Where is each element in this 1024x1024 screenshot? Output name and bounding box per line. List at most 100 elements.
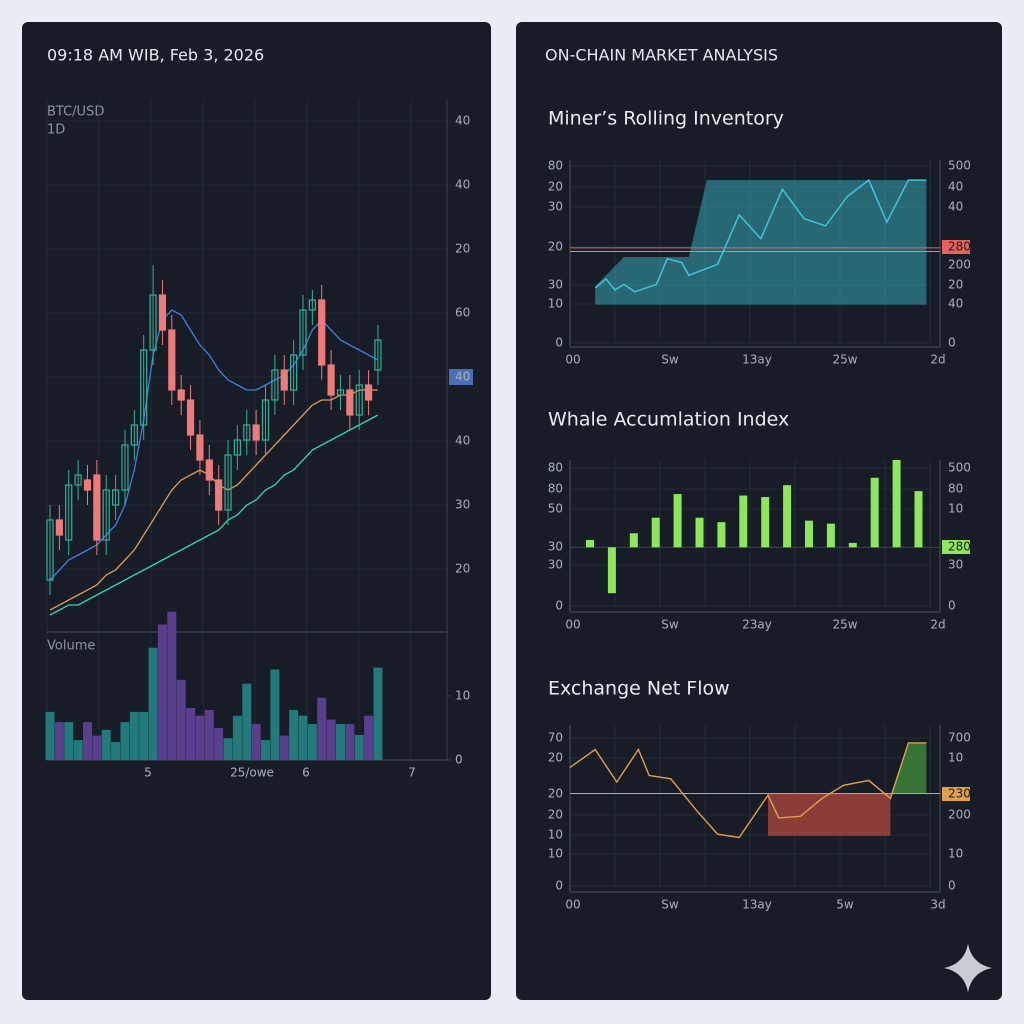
candle-body — [346, 389, 354, 416]
candle-body — [196, 434, 204, 461]
candle-body — [271, 369, 279, 401]
y-axis-label: 50 — [548, 502, 563, 516]
y-axis-label: 0 — [555, 599, 563, 613]
x-axis-label: 23ay — [742, 618, 772, 632]
y2-axis-label: 30 — [948, 558, 963, 572]
interval: 1D — [47, 123, 65, 138]
x-axis-label: Sw — [661, 898, 679, 912]
volume-bar — [64, 722, 74, 760]
y-axis-label: 0 — [555, 336, 563, 350]
bar — [892, 460, 901, 548]
y2-axis-label: 700 — [948, 731, 971, 745]
y2-axis-label: 280 — [948, 240, 971, 254]
bar — [673, 494, 682, 548]
y-axis-label: 30 — [548, 558, 563, 572]
y-axis-label: 30 — [455, 498, 470, 512]
y2-axis-label: 0 — [948, 879, 956, 893]
y-axis-label: 40 — [455, 178, 470, 192]
volume-tick-label: 10 — [455, 688, 470, 702]
candle-body — [177, 389, 185, 401]
y2-axis-label: 40 — [948, 180, 963, 194]
candle-body — [83, 479, 92, 491]
y2-axis-label: 0 — [948, 336, 956, 350]
y2-axis-label: 10 — [948, 502, 963, 516]
volume-bar — [73, 740, 83, 760]
bar — [629, 533, 638, 548]
moving-average — [49, 414, 379, 616]
volume-bar — [307, 724, 317, 760]
candle-body — [261, 399, 270, 441]
bar — [826, 523, 835, 548]
candle-body — [224, 454, 232, 511]
x-axis-label: 00 — [565, 353, 580, 367]
y-axis-label: 10 — [548, 847, 563, 861]
candle-body — [355, 384, 363, 416]
volume-bar — [82, 722, 92, 760]
y2-axis-label: 40 — [948, 200, 963, 214]
candle-body — [111, 489, 120, 506]
x-axis-label: 25w — [832, 618, 857, 632]
volume-bar — [232, 715, 242, 760]
candle-body — [168, 329, 176, 391]
candle-body — [233, 439, 241, 456]
volume-bar — [120, 722, 130, 760]
y2-axis-label: 20 — [948, 278, 963, 292]
volume-bar — [270, 669, 280, 760]
volume-bar — [129, 711, 139, 760]
y-axis-label: 80 — [548, 461, 563, 475]
bar — [805, 520, 813, 548]
candle-body — [158, 294, 167, 331]
volume-bar — [176, 679, 186, 760]
candle-body — [46, 519, 54, 581]
value-tag — [942, 787, 970, 801]
y2-axis-label: 10 — [948, 751, 963, 765]
y2-axis-label: 280 — [948, 540, 971, 554]
chart-title: Whale Accumlation Index — [548, 409, 789, 431]
y-axis-label: 20 — [548, 787, 563, 801]
volume-bar — [214, 727, 224, 760]
x-axis-label: 6 — [302, 766, 310, 780]
sparkle-icon — [944, 944, 992, 992]
volume-bar — [148, 647, 158, 760]
y-axis-label: 40 — [455, 434, 470, 448]
y-axis-label: 30 — [548, 278, 563, 292]
x-axis-label: 13ay — [742, 898, 772, 912]
flow-line — [569, 742, 927, 839]
volume-bar — [354, 734, 364, 760]
candle-body — [308, 299, 316, 311]
candle-body — [299, 309, 307, 356]
y-axis-label: 30 — [548, 200, 563, 214]
y-axis-label: 60 — [455, 306, 470, 320]
volume-bar — [251, 724, 261, 760]
y-axis-label: 80 — [548, 159, 563, 173]
x-axis-label: Sw — [661, 353, 679, 367]
y-axis-label: 40 — [455, 114, 470, 128]
volume-bar — [111, 742, 121, 760]
x-axis-label: 7 — [408, 766, 416, 780]
volume-bar — [317, 697, 327, 760]
x-axis-label: 3d — [930, 898, 945, 912]
bar — [607, 547, 616, 594]
moving-average — [49, 389, 378, 611]
candle-body — [186, 399, 195, 436]
inventory-line — [594, 178, 927, 293]
y2-axis-label: 500 — [948, 159, 971, 173]
volume-bar — [195, 715, 205, 760]
bar — [761, 497, 770, 548]
volume-bar — [186, 708, 196, 760]
volume-bar — [223, 738, 233, 760]
x-axis-label: 25/owe — [230, 766, 274, 780]
y-axis-label: 0 — [555, 879, 563, 893]
x-axis-label: 5 — [144, 766, 152, 780]
volume-bar — [242, 683, 252, 760]
y2-axis-label: 200 — [948, 258, 971, 272]
x-axis-label: 5w — [836, 898, 854, 912]
chart-title: Miner’s Rolling Inventory — [548, 108, 784, 130]
volume-bar — [373, 667, 383, 760]
symbol: BTC/USD — [47, 105, 104, 120]
candle-body — [243, 424, 251, 441]
y-axis-label: 70 — [548, 731, 563, 745]
x-axis-label: 00 — [565, 898, 580, 912]
candle-body — [74, 474, 82, 486]
y2-axis-label: 230 — [948, 787, 971, 801]
